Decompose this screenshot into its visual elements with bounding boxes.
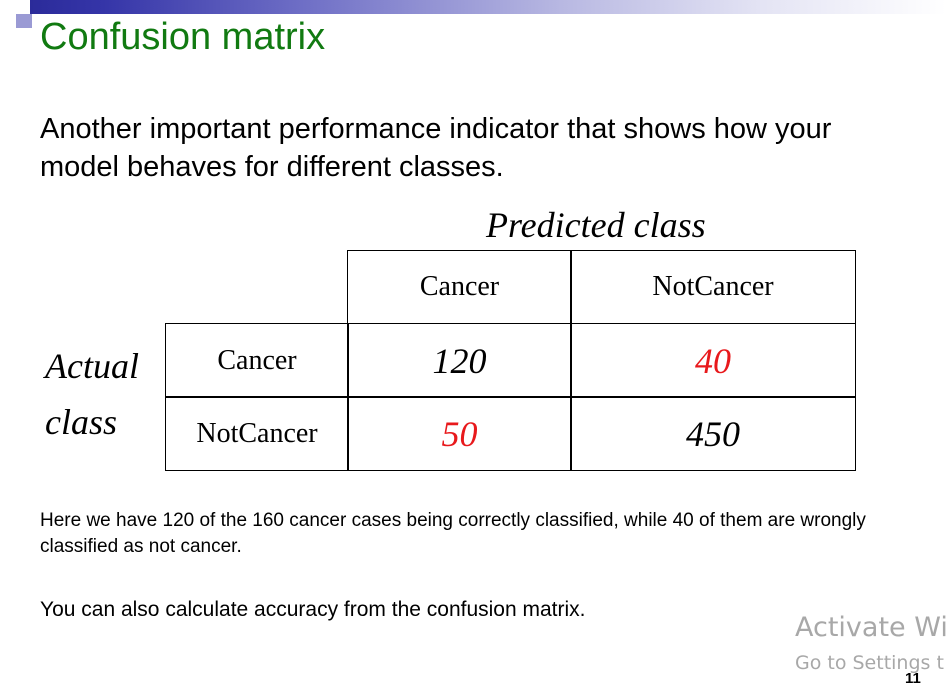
intro-text: Another important performance indicator …	[40, 113, 832, 183]
explanation-text: Here we have 120 of the 160 cancer cases…	[40, 510, 866, 557]
column-header-cancer: Cancer	[347, 250, 572, 324]
page-number: 11	[905, 670, 921, 687]
slide-title: Confusion matrix	[40, 16, 326, 58]
row-header-notcancer: NotCancer	[165, 396, 349, 471]
activate-windows-watermark: Activate Wi	[795, 612, 946, 643]
cell-notcancer-notcancer: 450	[570, 396, 856, 471]
actual-class-label: Actual class	[45, 346, 139, 442]
predicted-class-label: Predicted class	[486, 205, 706, 245]
cell-cancer-cancer: 120	[347, 323, 572, 398]
cell-notcancer-cancer: 50	[347, 396, 572, 471]
slide-corner-accent	[16, 14, 32, 28]
slide-header-bar	[30, 0, 946, 14]
cell-cancer-notcancer: 40	[570, 323, 856, 398]
activate-windows-subtext: Go to Settings t	[795, 652, 944, 674]
accuracy-note: You can also calculate accuracy from the…	[40, 598, 586, 621]
column-header-notcancer: NotCancer	[570, 250, 856, 324]
row-header-cancer: Cancer	[165, 323, 349, 398]
